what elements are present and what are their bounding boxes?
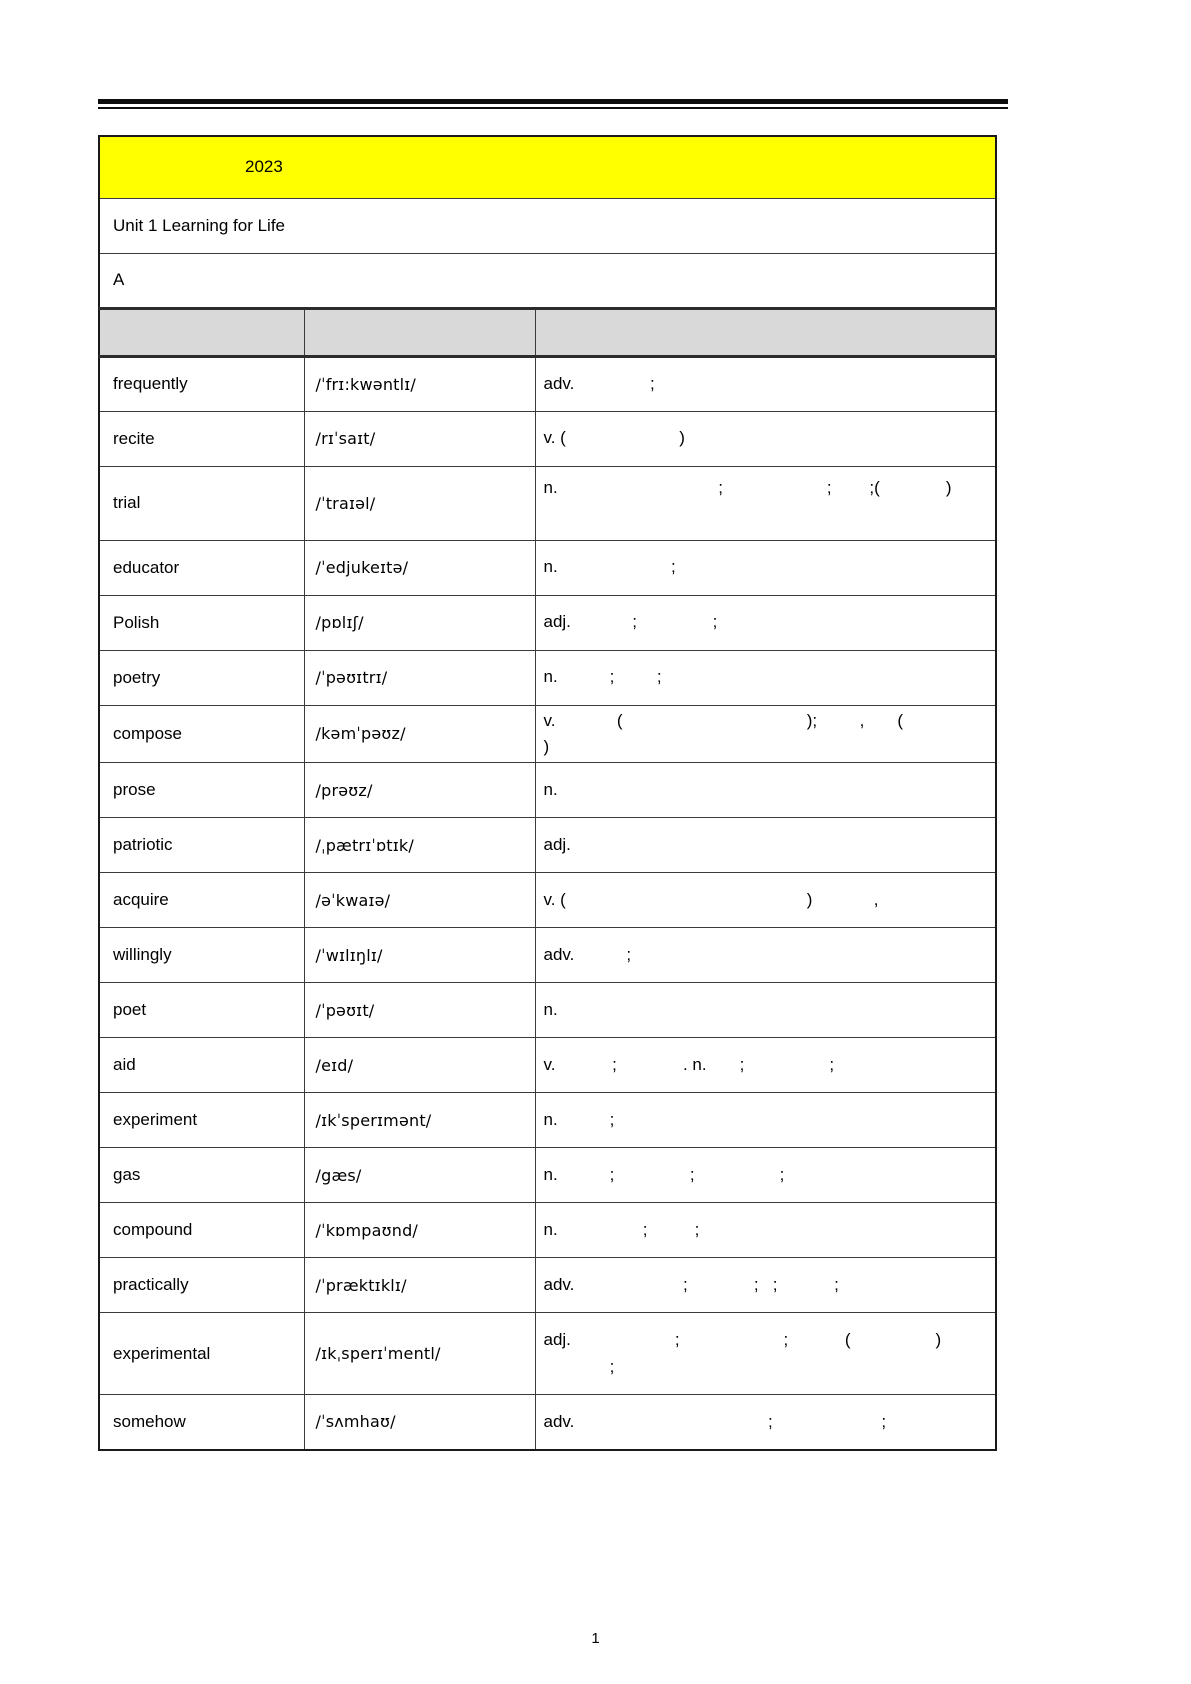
table-row: trial /ˈtraɪəl/ n. ; ; ;( )	[98, 465, 997, 541]
phonetic-cell: /rɪˈsaɪt/	[303, 410, 536, 467]
phonetic-cell: /ˈpræktɪklɪ/	[303, 1257, 536, 1314]
word-cell: educator	[98, 539, 305, 596]
table-row: acquire /əˈkwaɪə/ v. ( ) ,	[98, 872, 997, 929]
word-cell: poetry	[98, 649, 305, 706]
top-double-rule	[98, 99, 1008, 109]
phonetic-cell: /ɪkˌsperɪˈmentl/	[303, 1312, 536, 1396]
table-row: frequently /ˈfrɪ:kwəntlɪ/ adv. ;	[98, 355, 997, 412]
definition-cell: v. ( ); , ( )	[534, 704, 997, 764]
phonetic-cell: /ˈpəʊɪt/	[303, 982, 536, 1039]
word-cell: recite	[98, 410, 305, 467]
phonetic-cell: /pɒlɪʃ/	[303, 594, 536, 651]
definition-cell: n. ; ;	[534, 649, 997, 706]
phonetic-cell: /ɪkˈsperɪmənt/	[303, 1092, 536, 1149]
phonetic-cell: /ˈtraɪəl/	[303, 465, 536, 541]
table-row: experiment /ɪkˈsperɪmənt/ n. ;	[98, 1092, 997, 1149]
phonetic-cell: /ˈkɒmpaʊnd/	[303, 1202, 536, 1259]
rule-thick-line	[98, 99, 1008, 104]
section-label: A	[98, 252, 997, 309]
word-cell: poet	[98, 982, 305, 1039]
definition-cell: adv. ;	[534, 355, 997, 412]
table-row: educator /ˈedjukeɪtə/ n. ;	[98, 539, 997, 596]
phonetic-cell: /ˈedjukeɪtə/	[303, 539, 536, 596]
phonetic-cell: /ˈwɪlɪŋlɪ/	[303, 927, 536, 984]
table-row: Polish /pɒlɪʃ/ adj. ; ;	[98, 594, 997, 651]
definition-cell: v. ( ) ,	[534, 872, 997, 929]
page-number: 1	[591, 1630, 600, 1647]
vocabulary-table: 2023 Unit 1 Learning for Life A frequent…	[98, 135, 997, 1451]
definition-cell: n. ; ; ;	[534, 1147, 997, 1204]
phonetic-cell: /kəmˈpəʊz/	[303, 704, 536, 764]
unit-row: Unit 1 Learning for Life	[98, 197, 997, 254]
word-cell: trial	[98, 465, 305, 541]
word-cell: frequently	[98, 355, 305, 412]
table-row: gas /gæs/ n. ; ; ;	[98, 1147, 997, 1204]
definition-cell: n. ;	[534, 539, 997, 596]
definition-cell: adv. ; ; ; ;	[534, 1257, 997, 1314]
unit-title: Unit 1 Learning for Life	[98, 197, 997, 254]
word-cell: Polish	[98, 594, 305, 651]
table-header-row	[98, 306, 997, 358]
table-row: experimental /ɪkˌsperɪˈmentl/ adj. ; ; (…	[98, 1312, 997, 1396]
word-cell: experimental	[98, 1312, 305, 1396]
word-cell: compound	[98, 1202, 305, 1259]
word-cell: willingly	[98, 927, 305, 984]
section-row: A	[98, 252, 997, 309]
table-row: compose /kəmˈpəʊz/ v. ( ); , ( )	[98, 704, 997, 764]
header-cell-phonetic	[303, 306, 536, 358]
phonetic-cell: /ˌpætrɪˈɒtɪk/	[303, 817, 536, 874]
phonetic-cell: /əˈkwaɪə/	[303, 872, 536, 929]
table-row: somehow /ˈsʌmhaʊ/ adv. ; ;	[98, 1394, 997, 1451]
phonetic-cell: /ˈfrɪ:kwəntlɪ/	[303, 355, 536, 412]
word-cell: aid	[98, 1037, 305, 1094]
table-row: willingly /ˈwɪlɪŋlɪ/ adv. ;	[98, 927, 997, 984]
word-cell: somehow	[98, 1394, 305, 1451]
definition-cell: n. ; ; ;( )	[534, 465, 997, 541]
year-title: 2023	[98, 135, 997, 199]
table-row: patriotic /ˌpætrɪˈɒtɪk/ adj.	[98, 817, 997, 874]
word-cell: gas	[98, 1147, 305, 1204]
word-cell: compose	[98, 704, 305, 764]
definition-cell: v. ; . n. ; ;	[534, 1037, 997, 1094]
word-cell: practically	[98, 1257, 305, 1314]
definition-cell: adj.	[534, 817, 997, 874]
definition-cell: n.	[534, 762, 997, 819]
table-row: compound /ˈkɒmpaʊnd/ n. ; ;	[98, 1202, 997, 1259]
word-cell: acquire	[98, 872, 305, 929]
definition-cell: adv. ;	[534, 927, 997, 984]
definition-cell: adj. ; ;	[534, 594, 997, 651]
word-cell: prose	[98, 762, 305, 819]
definition-cell: n.	[534, 982, 997, 1039]
definition-cell: v. ( )	[534, 410, 997, 467]
phonetic-cell: /prəʊz/	[303, 762, 536, 819]
definition-cell: adv. ; ;	[534, 1394, 997, 1451]
header-cell-definition	[534, 306, 997, 358]
table-row: aid /eɪd/ v. ; . n. ; ;	[98, 1037, 997, 1094]
definition-cell: adj. ; ; ( ) ;	[534, 1312, 997, 1396]
phonetic-cell: /ˈsʌmhaʊ/	[303, 1394, 536, 1451]
header-cell-word	[98, 306, 305, 358]
definition-cell: n. ; ;	[534, 1202, 997, 1259]
phonetic-cell: /ˈpəʊɪtrɪ/	[303, 649, 536, 706]
table-row: prose /prəʊz/ n.	[98, 762, 997, 819]
table-row: poetry /ˈpəʊɪtrɪ/ n. ; ;	[98, 649, 997, 706]
table-row: recite /rɪˈsaɪt/ v. ( )	[98, 410, 997, 467]
definition-cell: n. ;	[534, 1092, 997, 1149]
table-row: poet /ˈpəʊɪt/ n.	[98, 982, 997, 1039]
rule-thin-line	[98, 107, 1008, 109]
table-row: practically /ˈpræktɪklɪ/ adv. ; ; ; ;	[98, 1257, 997, 1314]
word-cell: experiment	[98, 1092, 305, 1149]
word-cell: patriotic	[98, 817, 305, 874]
title-row: 2023	[98, 135, 997, 199]
phonetic-cell: /gæs/	[303, 1147, 536, 1204]
phonetic-cell: /eɪd/	[303, 1037, 536, 1094]
